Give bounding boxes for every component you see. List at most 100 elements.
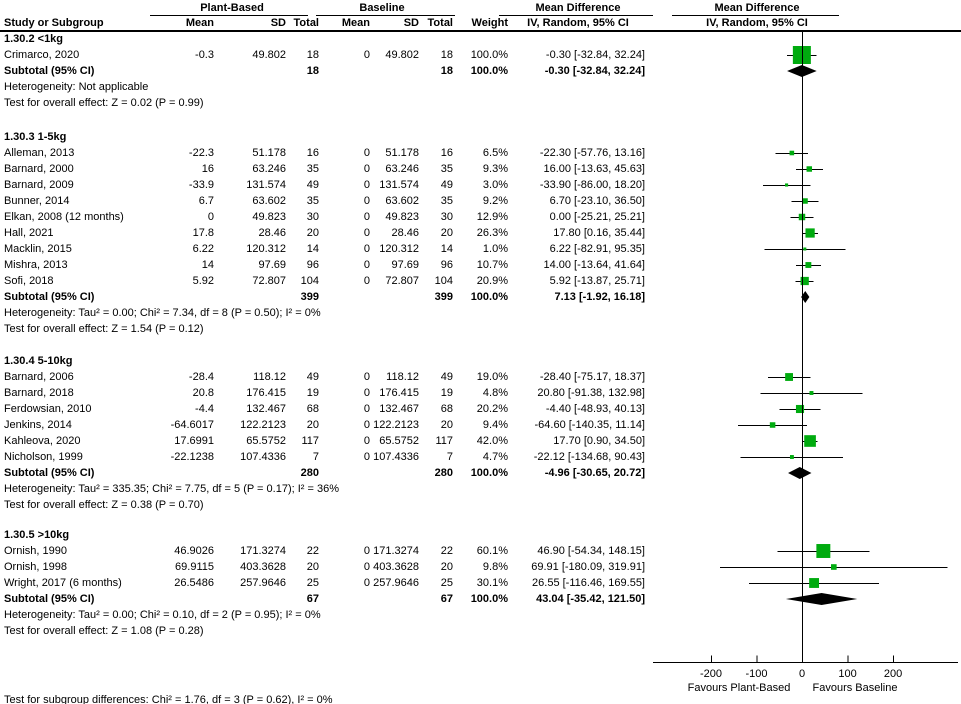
cell-mean: 16 — [201, 163, 214, 175]
study-label: Jenkins, 2014 — [4, 419, 72, 431]
cell-btotal: 35 — [440, 163, 453, 175]
cell-weight: 100.0% — [470, 65, 508, 77]
cell-mean: 46.9026 — [174, 545, 214, 557]
effect-square — [785, 183, 789, 187]
cell-weight: 10.7% — [476, 259, 508, 271]
cell-mean: -0.3 — [195, 49, 214, 61]
col-header-study: Study or Subgroup — [4, 17, 104, 29]
cell-weight: 20.2% — [476, 403, 508, 415]
cell-weight: 9.8% — [482, 561, 508, 573]
cell-ci: -0.30 [-32.84, 32.24] — [544, 65, 645, 77]
effect-square — [803, 247, 807, 251]
cell-weight: 100.0% — [470, 49, 508, 61]
study-label: Hall, 2021 — [4, 227, 54, 239]
subtotal-diamond — [785, 593, 858, 605]
cell-sd: 131.574 — [246, 179, 286, 191]
cell-total: 7 — [312, 451, 319, 463]
cell-weight: 60.1% — [476, 545, 508, 557]
study-label: Ornish, 1990 — [4, 545, 67, 557]
cell-total: 49 — [306, 179, 319, 191]
cell-sd: 171.3274 — [240, 545, 286, 557]
cell-mean: -4.4 — [195, 403, 214, 415]
effect-square — [800, 276, 809, 286]
cell-mean: 14 — [201, 259, 214, 271]
cell-btotal: 399 — [434, 291, 453, 303]
col-header-sd: SD — [270, 17, 286, 29]
cell-btotal: 49 — [440, 179, 453, 191]
cell-btotal: 16 — [440, 147, 453, 159]
cell-mean: -33.9 — [188, 179, 214, 191]
cell-sd: 65.5752 — [246, 435, 286, 447]
effect-square — [792, 46, 811, 64]
study-label: Sofi, 2018 — [4, 275, 54, 287]
overall-effect-text: Test for overall effect: Z = 1.54 (P = 0… — [4, 323, 204, 335]
mean-difference-plot-underline — [672, 15, 839, 16]
cell-bmean: 0 — [363, 179, 370, 191]
study-label: Ornish, 1998 — [4, 561, 67, 573]
cell-ci: 69.91 [-180.09, 319.91] — [531, 561, 645, 573]
col-header-baseline-mean: Mean — [341, 17, 370, 29]
cell-sd: 63.246 — [252, 163, 286, 175]
cell-mean: 0 — [207, 211, 214, 223]
cell-total: 280 — [300, 467, 319, 479]
cell-ci: -22.12 [-134.68, 90.43] — [533, 451, 645, 463]
cell-weight: 9.4% — [482, 419, 508, 431]
col-header-ci-plot: IV, Random, 95% CI — [706, 17, 808, 29]
cell-btotal: 67 — [440, 593, 453, 605]
cell-sd: 132.467 — [246, 403, 286, 415]
cell-btotal: 104 — [434, 275, 453, 287]
subgroup-heading: 1.30.2 <1kg — [4, 33, 64, 45]
cell-weight: 9.2% — [482, 195, 508, 207]
axis-tick-label: 200 — [884, 668, 902, 680]
cell-mean: 17.8 — [192, 227, 214, 239]
cell-mean: 26.5486 — [174, 577, 214, 589]
cell-bsd: 97.69 — [391, 259, 419, 271]
cell-total: 96 — [306, 259, 319, 271]
cell-bmean: 0 — [363, 419, 370, 431]
cell-weight: 19.0% — [476, 371, 508, 383]
cell-bsd: 65.5752 — [379, 435, 419, 447]
effect-square — [809, 391, 814, 395]
cell-bsd: 63.602 — [385, 195, 419, 207]
cell-sd: 257.9646 — [240, 577, 286, 589]
cell-sd: 63.602 — [252, 195, 286, 207]
cell-ci: 26.55 [-116.46, 169.55] — [532, 577, 645, 589]
cell-sd: 28.46 — [258, 227, 286, 239]
cell-bmean: 0 — [363, 387, 370, 399]
cell-bmean: 0 — [363, 259, 370, 271]
cell-sd: 176.415 — [246, 387, 286, 399]
cell-total: 67 — [306, 593, 319, 605]
cell-ci: 20.80 [-91.38, 132.98] — [537, 387, 645, 399]
overall-effect-text: Test for overall effect: Z = 0.38 (P = 0… — [4, 499, 204, 511]
cell-mean: -22.3 — [188, 147, 214, 159]
cell-bsd: 257.9646 — [373, 577, 419, 589]
effect-square — [816, 544, 831, 558]
cell-bsd: 63.246 — [385, 163, 419, 175]
cell-total: 19 — [306, 387, 319, 399]
column-group-mean-difference-plot: Mean Difference — [714, 2, 800, 14]
cell-ci: 43.04 [-35.42, 121.50] — [536, 593, 645, 605]
cell-weight: 6.5% — [482, 147, 508, 159]
cell-sd: 49.823 — [252, 211, 286, 223]
subgroup-heading: 1.30.4 5-10kg — [4, 355, 73, 367]
effect-square — [785, 373, 793, 381]
cell-weight: 100.0% — [470, 291, 508, 303]
col-header-total: Total — [293, 17, 319, 29]
effect-square — [769, 422, 776, 428]
study-label: Barnard, 2000 — [4, 163, 74, 175]
mean-difference-text-underline — [499, 15, 653, 16]
cell-btotal: 14 — [440, 243, 453, 255]
subgroup-heading: 1.30.3 1-5kg — [4, 131, 67, 143]
cell-ci: 17.80 [0.16, 35.44] — [553, 227, 645, 239]
col-header-ci: IV, Random, 95% CI — [527, 17, 629, 29]
cell-weight: 12.9% — [476, 211, 508, 223]
cell-weight: 26.3% — [476, 227, 508, 239]
subtotal-diamond — [801, 291, 810, 303]
heterogeneity-text: Heterogeneity: Not applicable — [4, 81, 149, 93]
column-group-baseline: Baseline — [359, 2, 405, 14]
cell-total: 18 — [306, 65, 319, 77]
favours-left-label: Favours Plant-Based — [688, 682, 791, 694]
cell-bsd: 403.3628 — [373, 561, 419, 573]
cell-total: 68 — [306, 403, 319, 415]
